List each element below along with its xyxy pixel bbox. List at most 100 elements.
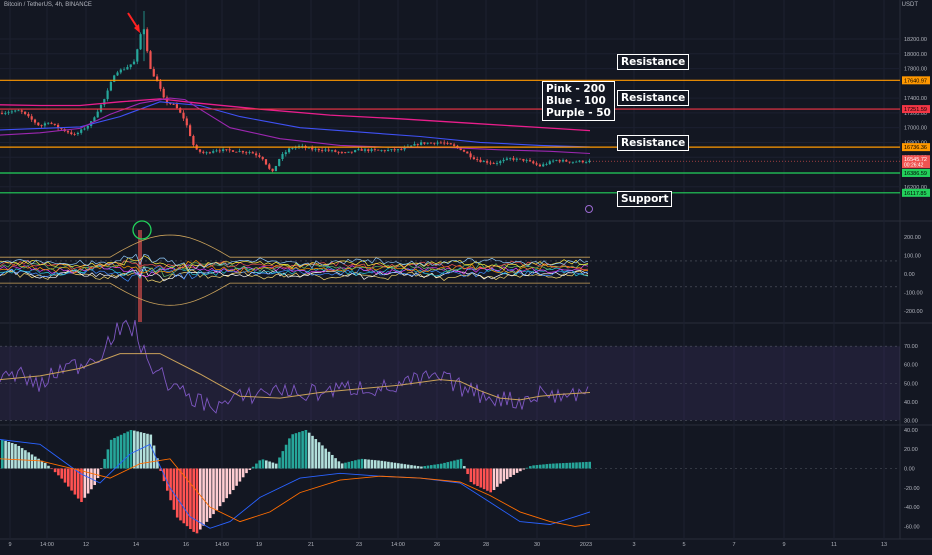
candle-body	[568, 161, 571, 163]
candle-body	[307, 147, 310, 149]
x-tick-label: 12	[83, 542, 89, 548]
candle-body	[156, 76, 159, 82]
osc-tick-label: -100.00	[904, 290, 923, 296]
macd-histogram-bar	[472, 468, 476, 485]
macd-histogram-bar	[393, 462, 397, 469]
macd-histogram-bar	[439, 463, 443, 469]
osc-series-2	[0, 265, 589, 282]
macd-histogram-bar	[50, 468, 54, 470]
macd-histogram-bar	[24, 450, 27, 469]
candle-body	[565, 160, 568, 162]
candle-body	[255, 153, 258, 156]
candle-body	[585, 162, 588, 163]
candle-body	[538, 164, 541, 167]
candle-body	[555, 160, 558, 161]
macd-histogram-bar	[327, 451, 331, 469]
resistance-label-1[interactable]: Resistance	[617, 54, 690, 70]
candle-body	[212, 151, 215, 153]
macd-histogram-bar	[410, 465, 413, 469]
macd-histogram-bar	[245, 468, 248, 474]
candle-body	[43, 123, 46, 126]
macd-histogram-bar	[334, 458, 337, 469]
candle-body	[30, 116, 33, 120]
macd-histogram-bar	[278, 457, 281, 469]
macd-histogram-bar	[53, 468, 57, 473]
macd-histogram-bar	[304, 429, 308, 469]
candle-body	[241, 151, 244, 153]
resistance-label-2[interactable]: Resistance	[617, 90, 690, 106]
candle-body	[482, 161, 485, 163]
ma-legend-box[interactable]: Pink - 200 Blue - 100 Purple - 50	[542, 81, 615, 121]
rsi-ma-line	[0, 353, 591, 401]
legend-line-purple: Purple - 50	[546, 107, 611, 119]
macd-histogram-bar	[215, 468, 219, 511]
macd-histogram-bar	[248, 468, 252, 470]
candle-body	[459, 147, 462, 151]
macd-histogram-bar	[17, 445, 21, 469]
macd-histogram-bar	[182, 468, 186, 524]
candle-body	[24, 111, 27, 114]
macd-histogram-bar	[344, 462, 347, 469]
candle-body	[400, 149, 403, 151]
candle-body	[383, 150, 386, 152]
red-arrow-shaft	[127, 12, 138, 28]
macd-histogram-bar	[129, 430, 133, 469]
macd-histogram-bar	[40, 460, 44, 469]
macd-histogram-bar	[538, 464, 542, 469]
macd-histogram-bar	[235, 468, 238, 486]
candle-body	[189, 125, 192, 137]
candle-body	[17, 110, 20, 112]
candle-body	[337, 151, 340, 153]
macd-histogram-bar	[261, 459, 265, 469]
legend-line-blue: Blue - 100	[546, 95, 606, 107]
rsi-tick-label: 30.00	[904, 418, 918, 424]
osc-tick-label: 100.00	[904, 253, 921, 259]
macd-histogram-bar	[119, 434, 123, 469]
candle-body	[291, 148, 294, 149]
macd-histogram-bar	[350, 461, 354, 469]
candle-body	[505, 158, 508, 160]
macd-histogram-bar	[377, 460, 380, 469]
macd-histogram-bar	[423, 466, 426, 469]
candle-body	[264, 159, 268, 165]
osc-series-9	[0, 253, 589, 271]
candle-body	[99, 104, 103, 112]
macd-histogram-bar	[307, 432, 311, 469]
candle-body	[393, 149, 396, 151]
candle-body	[476, 159, 479, 160]
support-label[interactable]: Support	[617, 191, 673, 207]
macd-histogram-bar	[265, 460, 268, 469]
macd-histogram-bar	[116, 436, 120, 469]
macd-histogram-bar	[96, 468, 100, 479]
candle-body	[268, 164, 271, 169]
level-price-tag-bg-3	[902, 168, 930, 177]
macd-histogram-bar	[175, 468, 179, 518]
candle-body	[420, 142, 423, 145]
macd-histogram-bar	[255, 463, 258, 469]
candle-body	[350, 151, 353, 153]
macd-histogram-bar	[542, 464, 545, 469]
resistance-label-3[interactable]: Resistance	[617, 135, 690, 151]
candle-body	[73, 134, 76, 135]
candle-body	[27, 113, 30, 117]
candle-body	[367, 149, 370, 151]
candle-body	[446, 143, 449, 145]
macd-histogram-bar	[222, 468, 225, 503]
macd-histogram-bar	[4, 440, 7, 469]
rsi-tick-label: 40.00	[904, 400, 918, 406]
level-price-tag-4: 16117.85	[904, 191, 927, 197]
macd-histogram-bar	[281, 451, 285, 469]
price-tick-label: 18200.00	[904, 37, 927, 43]
macd-histogram-bar	[169, 468, 172, 501]
macd-line	[0, 439, 591, 529]
candle-body	[363, 149, 367, 151]
macd-histogram-bar	[486, 468, 489, 491]
osc-highlight-circle	[132, 220, 152, 240]
macd-histogram-bar	[519, 468, 522, 472]
candle-body	[281, 154, 284, 160]
macd-histogram-bar	[37, 458, 40, 469]
candle-body	[146, 29, 149, 52]
macd-histogram-bar	[552, 463, 555, 469]
macd-histogram-bar	[225, 468, 228, 499]
